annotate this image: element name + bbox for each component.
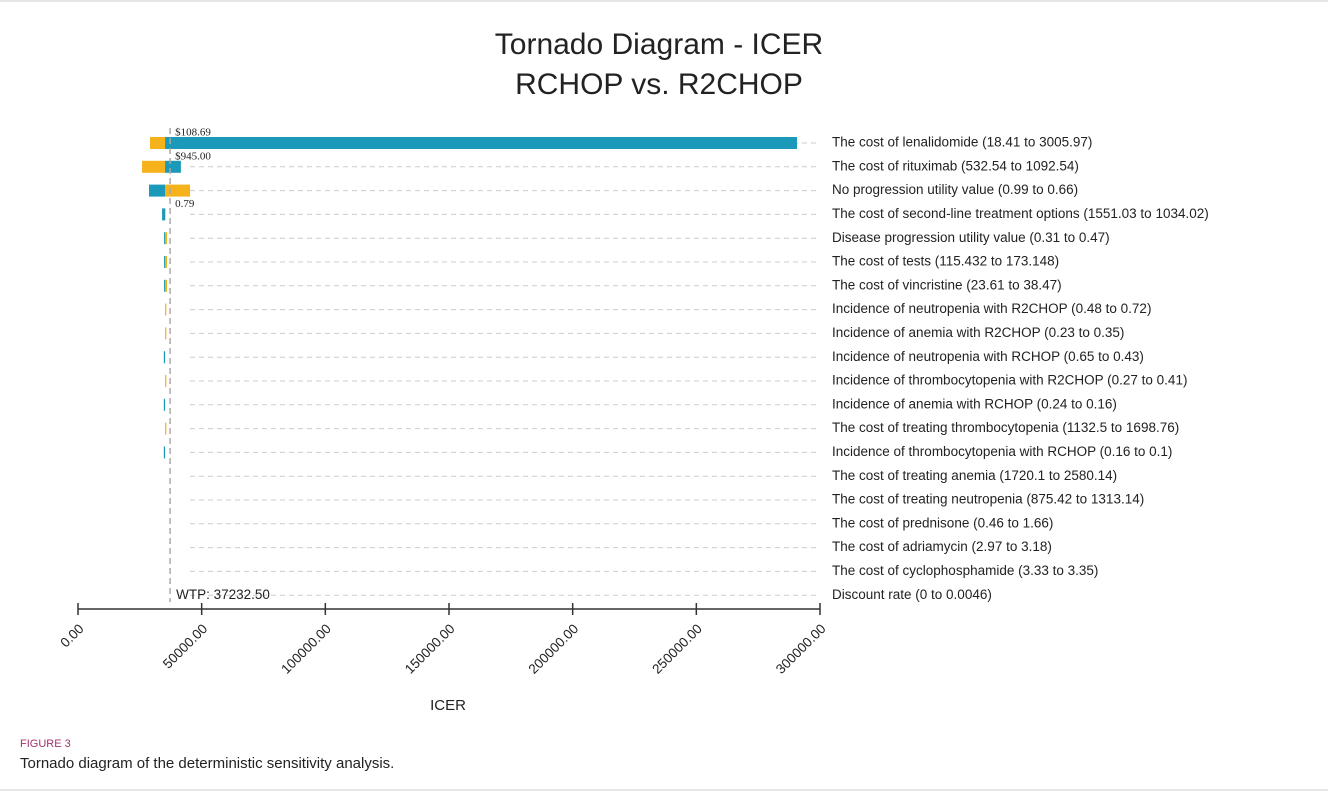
bar — [165, 256, 168, 268]
bar — [165, 279, 168, 292]
bar-annotation: $945.00 — [175, 150, 211, 162]
bar — [165, 375, 167, 387]
category-label: The cost of vincristine (23.61 to 38.47) — [832, 277, 1062, 292]
bar — [149, 137, 166, 149]
chart-subtitle: RCHOP vs. R2CHOP — [515, 68, 803, 101]
bar — [165, 232, 168, 245]
bar — [164, 279, 166, 292]
bar — [165, 422, 167, 435]
bar — [162, 208, 166, 221]
category-label: Discount rate (0 to 0.0046) — [832, 587, 992, 602]
category-label: Incidence of anemia with R2CHOP (0.23 to… — [832, 325, 1124, 340]
category-label: The cost of tests (115.432 to 173.148) — [832, 254, 1059, 269]
x-axis-label: ICER — [430, 697, 466, 714]
category-label: The cost of cyclophosphamide (3.33 to 3.… — [832, 563, 1098, 578]
bar-annotation: 0.79 — [175, 198, 195, 210]
chart-title: Tornado Diagram - ICER — [495, 28, 823, 61]
x-tick-label: 50000.00 — [160, 621, 210, 671]
bar — [163, 398, 166, 411]
category-label: The cost of treating neutropenia (875.42… — [832, 492, 1144, 507]
bar — [163, 446, 166, 459]
bar — [164, 256, 166, 268]
bar — [165, 137, 797, 149]
x-tick-label: 0.00 — [57, 621, 86, 650]
caption: Tornado diagram of the deterministic sen… — [20, 755, 394, 772]
category-label: No progression utility value (0.99 to 0.… — [832, 182, 1078, 197]
bar — [165, 184, 191, 197]
category-label: Incidence of anemia with RCHOP (0.24 to … — [832, 396, 1117, 411]
wtp-label: WTP: 37232.50 — [176, 587, 270, 602]
category-label: The cost of treating thrombocytopenia (1… — [832, 420, 1179, 435]
category-label: Incidence of neutropenia with RCHOP (0.6… — [832, 349, 1144, 364]
category-label: The cost of second-line treatment option… — [832, 206, 1209, 221]
x-tick-label: 250000.00 — [649, 621, 705, 677]
bar — [142, 160, 166, 173]
bar — [163, 351, 166, 364]
category-label: Incidence of neutropenia with R2CHOP (0.… — [832, 301, 1151, 316]
category-label: The cost of adriamycin (2.97 to 3.18) — [832, 539, 1052, 554]
category-label: The cost of treating anemia (1720.1 to 2… — [832, 468, 1117, 483]
bar — [148, 184, 166, 197]
bar — [165, 160, 181, 173]
bar — [165, 327, 167, 340]
category-label: Incidence of thrombocytopenia with R2CHO… — [832, 373, 1187, 388]
category-label: Disease progression utility value (0.31 … — [832, 230, 1110, 245]
x-tick-label: 150000.00 — [402, 621, 458, 677]
bar-annotation: $108.69 — [175, 127, 211, 139]
x-tick-label: 100000.00 — [278, 621, 334, 677]
figure-label: FIGURE 3 — [20, 738, 71, 750]
category-label: The cost of prednisone (0.46 to 1.66) — [832, 515, 1053, 530]
bar — [165, 303, 167, 316]
category-label: Incidence of thrombocytopenia with RCHOP… — [832, 444, 1172, 459]
bar — [164, 232, 166, 245]
category-label: The cost of lenalidomide (18.41 to 3005.… — [832, 135, 1092, 150]
x-tick-label: 200000.00 — [526, 621, 582, 677]
x-tick-label: 300000.00 — [773, 621, 829, 677]
category-label: The cost of rituximab (532.54 to 1092.54… — [832, 158, 1079, 173]
